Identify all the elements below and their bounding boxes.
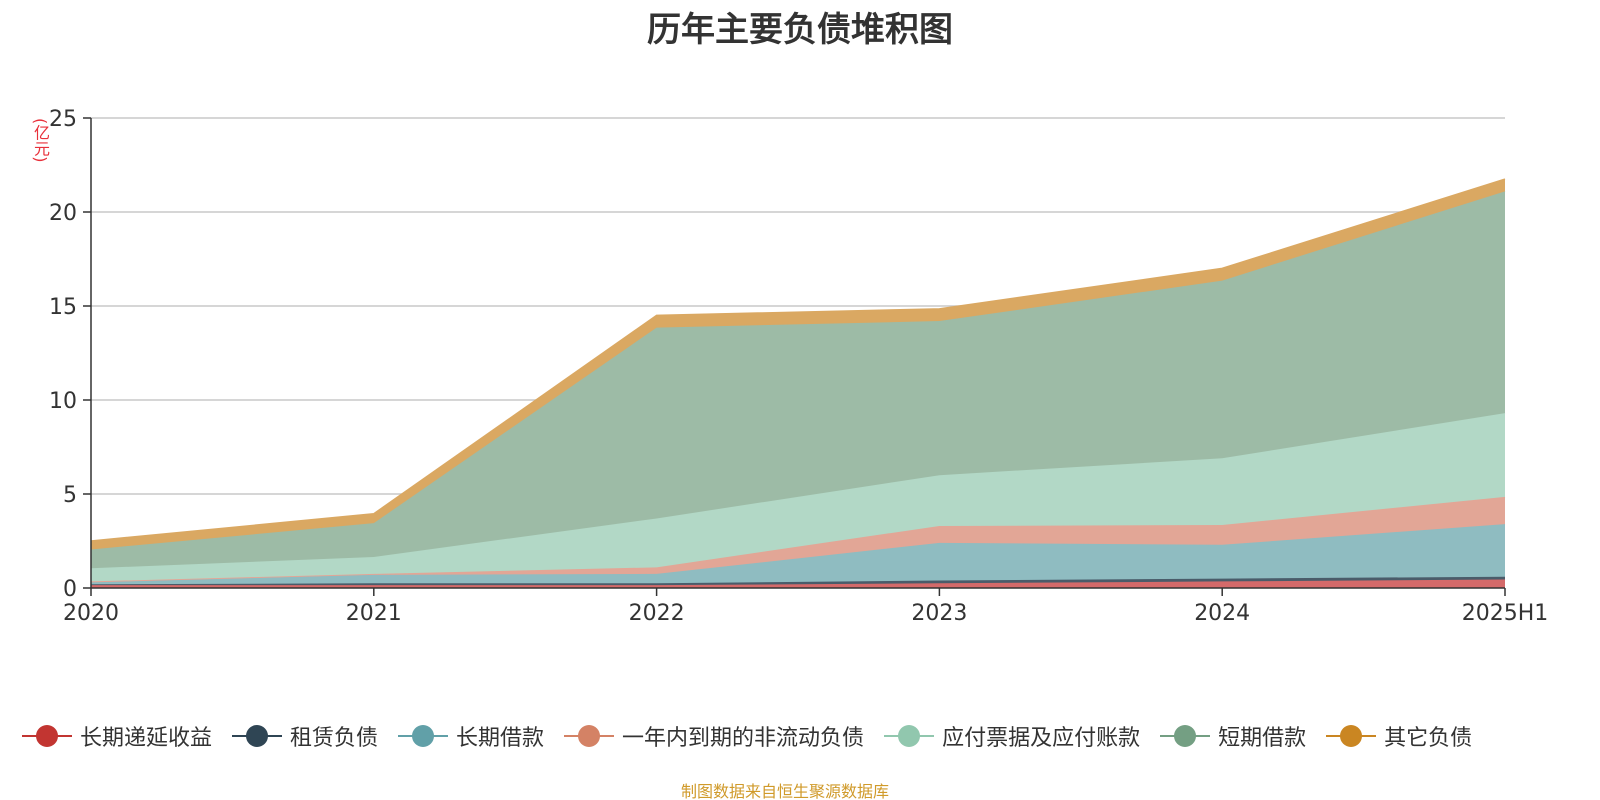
chart-title: 历年主要负债堆积图	[647, 10, 953, 50]
legend-marker-icon	[22, 723, 72, 749]
legend-label: 短期借款	[1218, 726, 1307, 751]
legend-marker-icon	[1160, 723, 1211, 749]
legend-marker-icon	[1326, 723, 1377, 749]
legend-label: 租赁负债	[290, 726, 379, 751]
legend-marker-icon	[884, 723, 935, 749]
legend-label: 一年内到期的非流动负债	[622, 726, 865, 751]
x-tick-label: 2020	[63, 601, 119, 626]
legend-item[interactable]: 租赁负债	[232, 720, 378, 752]
area-series-2	[91, 524, 1505, 585]
x-tick-label: 2024	[1194, 601, 1250, 626]
legend-marker-icon	[398, 723, 449, 749]
x-tick-label: 2025H1	[1462, 601, 1549, 626]
legend-marker-icon	[232, 723, 283, 749]
y-axis-unit-label: (亿元)	[31, 118, 50, 163]
legend-label: 其它负债	[1384, 726, 1473, 751]
legend-item[interactable]: 短期借款	[1160, 720, 1306, 752]
legend-item[interactable]: 长期借款	[398, 720, 544, 752]
x-tick-label: 2021	[346, 601, 402, 626]
series-line-6	[90, 178, 1506, 542]
legend: 长期递延收益 租赁负债 长期借款 一年内到期的非流动负债 应付票据及应付账款 短期借款 其它…	[22, 718, 1472, 754]
area-series-3	[91, 496, 1505, 583]
legend-marker-icon	[564, 723, 615, 749]
area-series-5	[91, 191, 1505, 569]
legend-item[interactable]: 应付票据及应付账款	[884, 720, 1140, 752]
legend-label: 长期借款	[456, 726, 545, 751]
y-tick-label: 10	[49, 389, 77, 414]
y-tick-label: 15	[49, 295, 77, 320]
x-tick-label: 2022	[629, 601, 685, 626]
legend-label: 应付票据及应付账款	[942, 726, 1141, 751]
y-tick-label: 0	[63, 577, 77, 602]
y-tick-label: 20	[49, 201, 77, 226]
legend-item[interactable]: 一年内到期的非流动负债	[564, 720, 864, 752]
x-tick-label: 2023	[911, 601, 967, 626]
source-note: 制图数据来自恒生聚源数据库	[680, 782, 889, 800]
legend-item[interactable]: 其它负债	[1326, 720, 1472, 752]
legend-label: 长期递延收益	[80, 726, 213, 751]
series-line-1	[90, 575, 1506, 585]
area-chart: 0 5 10 15 20 25 2020 2021 2022 2023 2024 2025H1	[49, 107, 1549, 626]
legend-item[interactable]: 长期递延收益	[22, 720, 212, 752]
y-tick-label: 25	[49, 107, 77, 132]
y-tick-label: 5	[63, 483, 77, 508]
